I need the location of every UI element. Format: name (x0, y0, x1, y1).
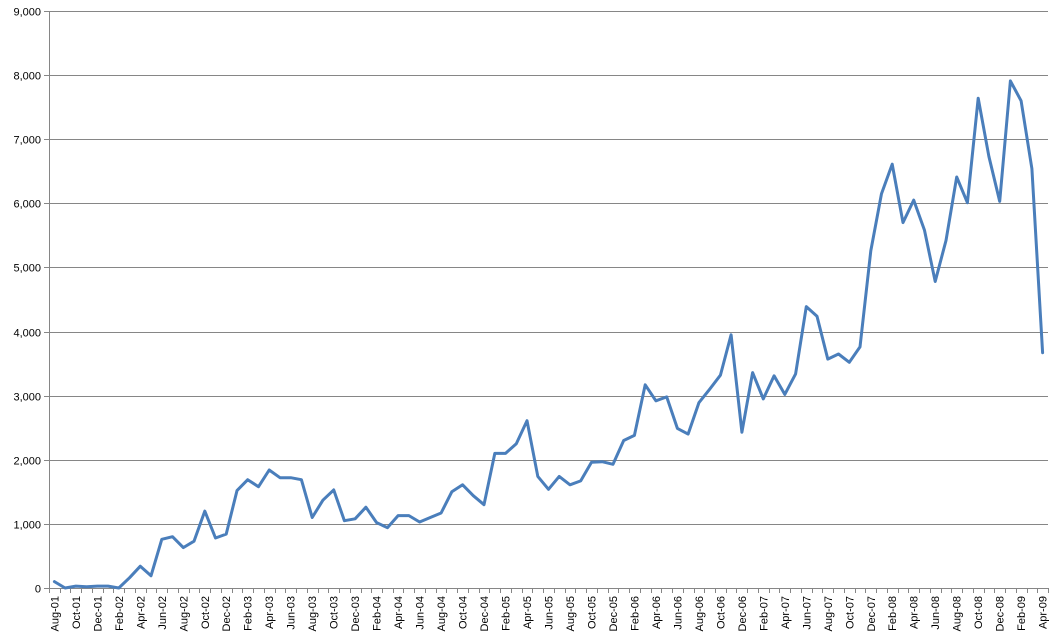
x-tick-label: Oct-02 (200, 596, 212, 629)
y-tick-label: 9,000 (13, 7, 41, 19)
x-tick-label: Apr-02 (135, 596, 147, 629)
x-tick-label: Oct-05 (586, 596, 598, 629)
y-tick-label: 7,000 (13, 135, 41, 147)
x-tick-label: Apr-07 (780, 596, 792, 629)
x-axis-tick-labels: Aug-01 Oct-01 Dec-01 Feb-02 Apr-02 Jun-02 Aug-… (49, 596, 1049, 631)
x-tick-label: Dec-02 (221, 596, 233, 631)
x-tick-label: Aug-02 (178, 596, 190, 631)
x-tick-label: Aug-04 (436, 596, 448, 631)
x-tick-label: Feb-07 (758, 596, 770, 631)
y-tick-label: 3,000 (13, 392, 41, 404)
x-tick-label: Feb-05 (501, 596, 513, 631)
x-tick-label: Oct-08 (973, 596, 985, 629)
x-tick-label: Jun-04 (415, 596, 427, 630)
y-axis-tick-labels: 0 1,000 2,000 3,000 4,000 5,000 6,000 7,000 8,00… (13, 7, 41, 596)
y-tick-label: 2,000 (13, 456, 41, 468)
x-tick-label: Apr-09 (1038, 596, 1050, 629)
x-tick-label: Jun-06 (672, 596, 684, 630)
y-tick-label: 4,000 (13, 328, 41, 340)
x-tick-label: Dec-01 (92, 596, 104, 631)
x-tick-label: Aug-06 (694, 596, 706, 631)
x-tick-label: Apr-05 (522, 596, 534, 629)
x-tick-label: Aug-07 (823, 596, 835, 631)
x-tick-label: Feb-06 (629, 596, 641, 631)
x-tick-label: Dec-06 (737, 596, 749, 631)
y-tick-label: 8,000 (13, 71, 41, 83)
series-line (52, 79, 1045, 590)
x-tick-label: Dec-03 (350, 596, 362, 631)
x-tick-label: Aug-08 (952, 596, 964, 631)
x-tick-label: Dec-05 (608, 596, 620, 631)
x-tick-label: Dec-04 (479, 596, 491, 631)
axes (44, 11, 1049, 593)
x-tick-label: Oct-07 (844, 596, 856, 629)
x-tick-label: Oct-01 (71, 596, 83, 629)
y-tick-label: 6,000 (13, 199, 41, 211)
x-tick-label: Jun-07 (801, 596, 813, 630)
x-tick-label: Oct-03 (329, 596, 341, 629)
x-tick-label: Apr-03 (264, 596, 276, 629)
x-tick-label: Feb-08 (887, 596, 899, 631)
y-tick-label: 5,000 (13, 263, 41, 275)
x-tick-label: Dec-07 (866, 596, 878, 631)
x-tick-label: Aug-05 (565, 596, 577, 631)
x-tick-label: Aug-01 (49, 596, 61, 631)
y-tick-label: 0 (35, 584, 41, 596)
x-tick-label: Jun-08 (930, 596, 942, 630)
x-tick-label: Apr-06 (651, 596, 663, 629)
x-tick-label: Feb-04 (372, 596, 384, 631)
x-tick-label: Apr-08 (909, 596, 921, 629)
x-tick-label: Jun-05 (544, 596, 556, 630)
x-tick-label: Feb-02 (114, 596, 126, 631)
x-tick-label: Oct-06 (715, 596, 727, 629)
x-tick-label: Feb-09 (1016, 596, 1028, 631)
y-tick-label: 1,000 (13, 520, 41, 532)
series-layer (52, 79, 1045, 590)
x-tick-label: Dec-08 (995, 596, 1007, 631)
x-tick-label: Apr-04 (393, 596, 405, 629)
x-tick-label: Feb-03 (243, 596, 255, 631)
x-tick-label: Aug-03 (307, 596, 319, 631)
x-tick-label: Jun-02 (157, 596, 169, 630)
gridlines (49, 11, 1048, 525)
x-tick-label: Oct-04 (458, 596, 470, 629)
x-tick-label: Jun-03 (286, 596, 298, 630)
